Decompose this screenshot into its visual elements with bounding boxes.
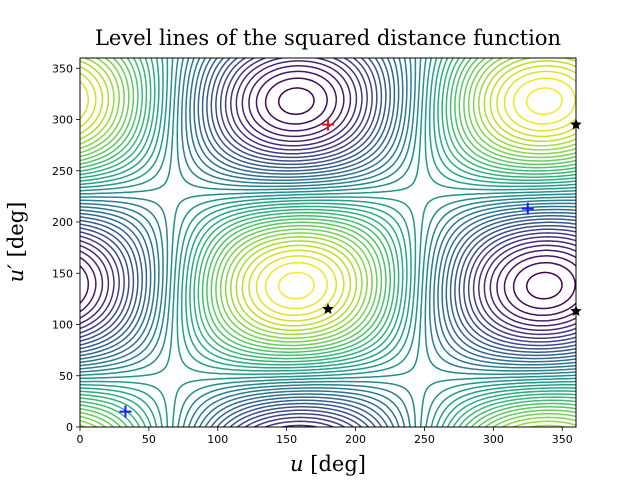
plot-frame: [79, 57, 577, 428]
contour-line: [80, 58, 576, 427]
contour-line: [80, 58, 576, 427]
contour-line: [80, 58, 576, 427]
y-axis-symbol: u′: [4, 264, 28, 283]
contour-line: [80, 58, 576, 427]
contour-lines: [80, 58, 576, 427]
contour-line: [80, 58, 576, 427]
plus-marker: [119, 405, 132, 418]
x-tick-label: 150: [276, 433, 297, 446]
contour-line: [80, 58, 576, 427]
contour-line: [80, 60, 576, 327]
contour-line: [80, 58, 576, 427]
chart-title: Level lines of the squared distance func…: [94, 26, 562, 50]
contour-line: [80, 58, 576, 427]
contour-line: [80, 58, 576, 427]
star-marker: [570, 118, 582, 130]
x-axis-unit: [deg]: [310, 452, 366, 476]
contour-line: [80, 58, 576, 427]
x-axis-label: u [deg]: [80, 452, 576, 476]
contour-line: [80, 58, 576, 427]
y-tick-label: 200: [52, 216, 73, 229]
contour-line: [80, 70, 576, 317]
contour-line: [80, 58, 576, 427]
star-marker: [570, 305, 582, 316]
contour-line: [264, 77, 576, 310]
x-tick-label: 0: [77, 433, 84, 446]
x-tick-label: 250: [414, 433, 435, 446]
contour-line: [80, 58, 576, 427]
contour-line: [80, 58, 576, 427]
contour-line: [80, 58, 576, 427]
contour-line: [80, 58, 576, 427]
contour-line: [80, 60, 576, 327]
x-tick-label: 350: [552, 433, 573, 446]
contour-line: [80, 58, 576, 427]
y-tick-label: 250: [52, 165, 73, 178]
contour-line: [80, 58, 576, 427]
x-tick-label: 50: [142, 433, 156, 446]
y-tick-label: 0: [66, 421, 73, 434]
x-tick-label: 200: [345, 433, 366, 446]
y-axis-unit: [deg]: [4, 201, 28, 258]
x-tick-label: 100: [207, 433, 228, 446]
axis-ticks: 0 50 100 150 200 250 300 350 0 50 100 150 200 250 300 3…: [52, 62, 573, 446]
contour-line: [80, 58, 576, 427]
contour-line: [80, 58, 576, 427]
y-axis-label: u′ [deg]: [4, 202, 28, 283]
contour-line: [80, 58, 576, 427]
contour-line: [80, 58, 576, 427]
y-tick-label: 50: [59, 370, 73, 383]
markers: [119, 118, 582, 418]
contour-line: [80, 58, 576, 427]
contour-line: [277, 87, 563, 300]
y-tick-label: 150: [52, 267, 73, 280]
contour-line: [80, 65, 576, 322]
contour-line: [264, 77, 576, 310]
contour-line: [80, 70, 576, 317]
plus-marker: [322, 118, 334, 131]
x-tick-label: 300: [483, 433, 504, 446]
x-axis-symbol: u: [290, 452, 304, 476]
contour-line: [80, 58, 576, 427]
y-tick-label: 100: [52, 319, 73, 332]
contour-line: [277, 87, 563, 300]
plus-marker: [521, 202, 534, 215]
y-tick-label: 300: [52, 114, 73, 127]
contour-line: [80, 58, 576, 427]
contour-line: [80, 65, 576, 322]
star-marker: [322, 303, 334, 314]
contour-line: [80, 58, 576, 427]
y-tick-label: 350: [52, 62, 73, 75]
